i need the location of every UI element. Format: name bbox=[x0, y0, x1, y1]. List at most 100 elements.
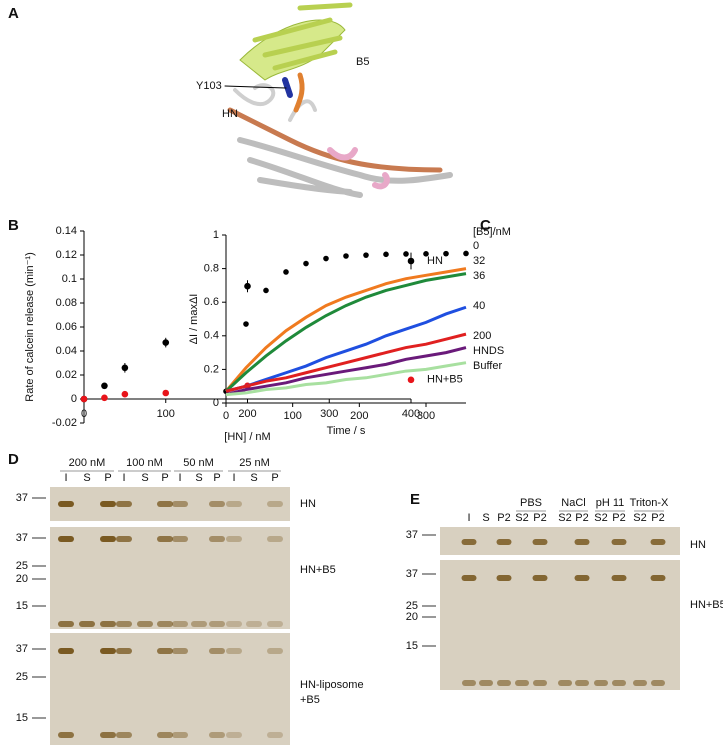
y-tick-label: 0.6 bbox=[204, 296, 219, 308]
point bbox=[407, 376, 415, 384]
gel-band bbox=[267, 648, 283, 654]
y-tick-label: 0 bbox=[71, 393, 77, 405]
x-tick-label: 0 bbox=[81, 408, 87, 420]
row-label: HN+B5 bbox=[690, 599, 723, 611]
y-tick-label: 0.14 bbox=[56, 225, 77, 237]
panel-label: C bbox=[480, 217, 491, 234]
lane-group: 200 nM bbox=[69, 457, 106, 469]
gel-band bbox=[172, 621, 188, 627]
marker-label: 20 bbox=[406, 611, 418, 623]
gel-band bbox=[574, 575, 590, 581]
gel-band bbox=[157, 536, 173, 542]
lane-label: P bbox=[104, 472, 111, 484]
panel-label: E bbox=[410, 491, 420, 508]
lane-label: I bbox=[64, 472, 67, 484]
lane-label: S bbox=[195, 472, 202, 484]
point bbox=[403, 251, 409, 257]
series-line bbox=[225, 332, 467, 393]
gel-band bbox=[209, 536, 225, 542]
legend-title: [B5]/nM bbox=[473, 226, 511, 238]
legend-label: Buffer bbox=[473, 360, 502, 372]
series-label: HN+B5 bbox=[427, 374, 463, 386]
y-tick-label: 0.12 bbox=[56, 249, 77, 261]
y-tick-label: 0.02 bbox=[56, 369, 77, 381]
point bbox=[121, 390, 129, 398]
lane-label: I bbox=[178, 472, 181, 484]
point bbox=[101, 394, 108, 402]
series-label: HN bbox=[427, 255, 443, 267]
y-tick-label: 0.1 bbox=[62, 273, 77, 285]
gel-band bbox=[137, 621, 153, 627]
x-tick-label: 100 bbox=[157, 408, 175, 420]
x-tick-label: 300 bbox=[320, 408, 338, 420]
gel-band bbox=[651, 680, 665, 686]
lane-label: P2 bbox=[575, 512, 588, 524]
gel-band bbox=[157, 501, 173, 507]
annotation: Y103 bbox=[196, 80, 222, 92]
y-tick-label: 0.2 bbox=[204, 363, 219, 375]
x-tick-label: 200 bbox=[238, 408, 256, 420]
gel-band bbox=[479, 680, 493, 686]
legend-label: 36 bbox=[473, 270, 485, 282]
point bbox=[423, 251, 429, 257]
lane-label: P2 bbox=[533, 512, 546, 524]
lane-group: 100 nM bbox=[126, 457, 163, 469]
marker-label: 15 bbox=[16, 600, 28, 612]
gel-band bbox=[226, 536, 242, 542]
series-line bbox=[224, 267, 467, 393]
lane-label: P bbox=[161, 472, 168, 484]
panel-label: D bbox=[8, 451, 19, 468]
lane-label: I bbox=[467, 512, 470, 524]
marker-label: 15 bbox=[406, 640, 418, 652]
x-tick-label: 300 bbox=[417, 410, 435, 422]
gel-band bbox=[116, 501, 132, 507]
x-axis-label: [HN] / nM bbox=[224, 431, 270, 443]
lane-label: P bbox=[213, 472, 220, 484]
gel-band bbox=[58, 648, 74, 654]
gel-band bbox=[496, 539, 512, 545]
point bbox=[323, 255, 329, 262]
gel-band bbox=[594, 680, 608, 686]
gel-band bbox=[496, 575, 512, 581]
point bbox=[463, 250, 469, 257]
lane-label: P2 bbox=[651, 512, 664, 524]
gel-band bbox=[611, 575, 627, 581]
gel-band bbox=[532, 539, 548, 545]
gel-band bbox=[267, 732, 283, 738]
lane-label: S bbox=[250, 472, 257, 484]
lane-label: P bbox=[271, 472, 278, 484]
annotation: HN bbox=[222, 108, 238, 120]
gel-band bbox=[574, 539, 590, 545]
lane-label: I bbox=[232, 472, 235, 484]
gel-band bbox=[116, 621, 132, 627]
marker-label: 25 bbox=[16, 671, 28, 683]
lane-group: Triton-X bbox=[630, 497, 669, 509]
series-line bbox=[225, 346, 467, 397]
gel-band bbox=[226, 621, 242, 627]
y-tick-label: 0.4 bbox=[204, 330, 219, 342]
gel-band bbox=[58, 732, 74, 738]
point bbox=[244, 282, 251, 290]
gel-band bbox=[116, 732, 132, 738]
y-tick-label: 0.04 bbox=[56, 345, 77, 357]
row-label: HN-liposome bbox=[300, 679, 364, 691]
point bbox=[343, 253, 349, 259]
gel-band bbox=[100, 648, 116, 654]
annotation: B5 bbox=[356, 56, 369, 68]
x-tick-label: 200 bbox=[350, 410, 368, 422]
structure bbox=[224, 2, 453, 198]
helix bbox=[237, 137, 453, 198]
lane-group: NaCl bbox=[561, 497, 585, 509]
gel-band bbox=[497, 680, 511, 686]
point bbox=[383, 251, 389, 258]
y-tick-label: 0.8 bbox=[204, 263, 219, 275]
point bbox=[243, 321, 249, 327]
y-tick-label: 1 bbox=[213, 229, 219, 241]
gel-band bbox=[58, 501, 74, 507]
panel-label: A bbox=[8, 5, 19, 22]
gel-band bbox=[157, 648, 173, 654]
gel-band bbox=[533, 680, 547, 686]
y-axis-label: Rate of calcein release (min⁻¹) bbox=[24, 252, 36, 401]
marker-label: 37 bbox=[16, 532, 28, 544]
gel-band bbox=[172, 501, 188, 507]
